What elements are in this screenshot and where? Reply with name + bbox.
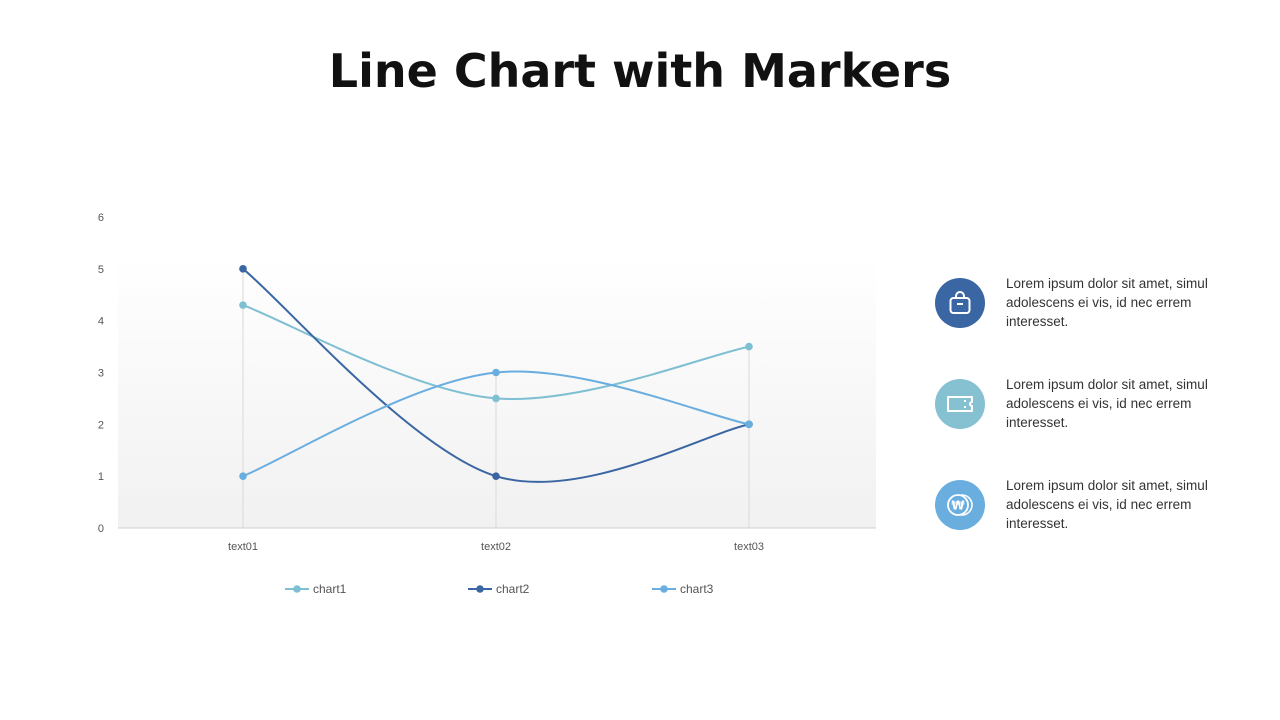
legend-marker [293, 585, 301, 593]
x-tick-label: text02 [481, 541, 511, 553]
legend-item-chart1: chart1 [285, 582, 347, 596]
won-coin-icon: ₩ [935, 480, 985, 530]
data-point-chart2 [492, 472, 500, 480]
info-text-2: Lorem ipsum dolor sit amet, simul adoles… [1006, 377, 1208, 430]
data-point-chart2 [239, 265, 247, 273]
y-tick-label: 0 [98, 523, 104, 535]
svg-text:₩: ₩ [951, 499, 965, 513]
info-item-2: Lorem ipsum dolor sit amet, simul adoles… [935, 377, 1235, 439]
x-tick-label: text01 [228, 541, 258, 553]
info-item-1: Lorem ipsum dolor sit amet, simul adoles… [935, 276, 1235, 338]
data-point-chart1 [745, 342, 753, 351]
y-tick-label: 6 [98, 212, 104, 224]
info-item-3: ₩ Lorem ipsum dolor sit amet, simul adol… [935, 478, 1235, 540]
legend-item-chart3: chart3 [652, 582, 714, 596]
legend-item-chart2: chart2 [468, 582, 530, 596]
y-tick-label: 5 [98, 264, 104, 276]
x-tick-label: text03 [734, 541, 764, 553]
data-point-chart1 [492, 394, 500, 403]
y-tick-label: 2 [98, 419, 104, 431]
y-tick-label: 1 [98, 471, 104, 483]
info-text-3: Lorem ipsum dolor sit amet, simul adoles… [1006, 478, 1208, 531]
legend-label: chart3 [680, 582, 714, 596]
page-title: Line Chart with Markers [328, 44, 952, 98]
legend-label: chart2 [496, 582, 530, 596]
legend-marker [476, 585, 484, 593]
info-text-1: Lorem ipsum dolor sit amet, simul adoles… [1006, 276, 1208, 329]
data-point-chart3 [745, 420, 753, 429]
data-point-chart3 [239, 472, 247, 480]
ticket-icon [935, 379, 985, 429]
data-point-chart3 [492, 368, 500, 377]
y-tick-label: 3 [98, 368, 104, 380]
shopping-bag-icon [935, 278, 985, 328]
legend-label: chart1 [313, 582, 347, 596]
plot-area [118, 255, 876, 528]
data-point-chart1 [239, 301, 247, 309]
y-tick-label: 4 [98, 316, 104, 328]
legend-marker [660, 585, 668, 593]
